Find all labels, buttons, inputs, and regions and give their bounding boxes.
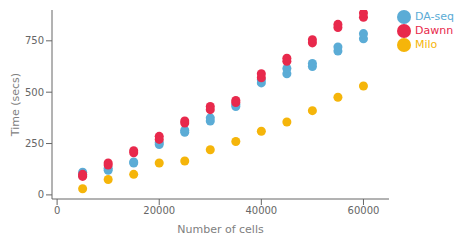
svg-text:40000: 40000	[245, 205, 277, 216]
svg-text:60000: 60000	[348, 205, 380, 216]
svg-text:Time (secs): Time (secs)	[9, 73, 22, 137]
svg-text:750: 750	[25, 35, 44, 46]
svg-text:20000: 20000	[143, 205, 175, 216]
svg-text:500: 500	[25, 87, 44, 98]
svg-text:0: 0	[54, 205, 60, 216]
svg-text:250: 250	[25, 138, 44, 149]
svg-text:0: 0	[38, 189, 44, 200]
html-text:Milo: Milo	[415, 38, 438, 51]
html-text:DA-seq: DA-seq	[415, 10, 454, 23]
svg-text:Number of cells: Number of cells	[177, 223, 264, 236]
html-text:Dawnn: Dawnn	[415, 24, 454, 37]
